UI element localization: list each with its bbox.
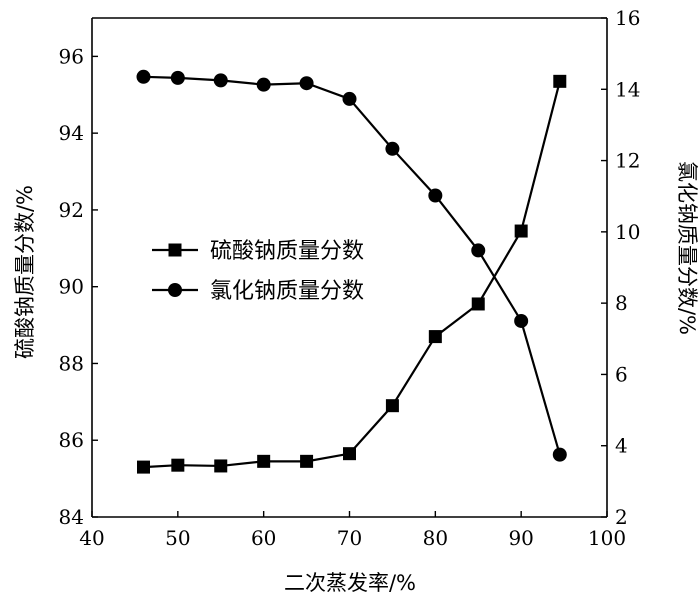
- right-y-tick-label: 16: [615, 6, 640, 30]
- legend-marker-1: [168, 243, 182, 257]
- left-y-tick-label: 88: [59, 351, 84, 375]
- x-tick-label: 100: [588, 526, 626, 550]
- legend-marker-2: [168, 283, 182, 297]
- right-y-axis-title: 氯化钠质量分数/%: [675, 161, 699, 335]
- data-point-series-2: [256, 77, 271, 92]
- data-point-series-2: [342, 91, 357, 106]
- right-y-tick-label: 12: [615, 149, 640, 173]
- series-group: [136, 69, 567, 474]
- left-y-tick-label: 84: [59, 505, 84, 529]
- data-point-series-2: [552, 447, 567, 462]
- data-point-series-2: [170, 70, 185, 85]
- x-tick-label: 80: [423, 526, 448, 550]
- data-point-series-2: [428, 188, 443, 203]
- right-y-tick-label: 4: [615, 434, 628, 458]
- legend-label-1: 硫酸钠质量分数: [210, 239, 364, 264]
- x-tick-label: 60: [251, 526, 276, 550]
- right-y-tick-label: 2: [615, 505, 628, 529]
- right-y-tick-label: 8: [615, 291, 628, 315]
- data-point-series-2: [299, 76, 314, 91]
- x-tick-label: 50: [165, 526, 190, 550]
- left-y-tick-label: 86: [59, 428, 84, 452]
- right-y-tick-label: 10: [615, 220, 640, 244]
- series-line-1: [143, 81, 561, 469]
- data-point-series-1: [553, 74, 567, 88]
- data-point-series-1: [300, 454, 314, 468]
- data-point-series-1: [171, 458, 185, 472]
- data-point-series-1: [471, 297, 485, 311]
- x-tick-label: 40: [79, 526, 104, 550]
- data-point-series-1: [343, 447, 356, 461]
- x-tick-label: 90: [508, 526, 533, 550]
- data-point-series-2: [385, 141, 400, 156]
- axes-group: 40 50 60 70 80 90 100 84 86 88 90 92 94 96 2 4 6 8 10 12 14 1…: [59, 6, 641, 550]
- right-y-tick-label: 14: [615, 77, 640, 101]
- right-y-tick-label: 6: [615, 362, 628, 386]
- left-y-tick-label: 90: [59, 275, 84, 299]
- data-point-series-2: [213, 73, 228, 88]
- data-point-series-1: [137, 460, 150, 474]
- series-line-2: [143, 75, 561, 455]
- left-y-tick-label: 96: [59, 44, 84, 68]
- left-y-tick-label: 92: [59, 198, 84, 222]
- data-point-series-2: [136, 69, 151, 84]
- x-axis-title: 二次蒸发率/%: [284, 571, 416, 595]
- data-point-series-1: [257, 454, 271, 468]
- data-point-series-2: [514, 313, 529, 328]
- data-point-series-1: [514, 224, 528, 238]
- data-point-series-1: [214, 459, 228, 473]
- data-point-series-2: [471, 243, 486, 258]
- left-y-tick-label: 94: [59, 121, 84, 145]
- data-point-series-1: [428, 330, 442, 344]
- left-y-axis-title: 硫酸钠质量分数/%: [13, 185, 37, 359]
- x-tick-label: 70: [337, 526, 362, 550]
- data-point-series-1: [385, 399, 399, 413]
- legend-label-2: 氯化钠质量分数: [210, 279, 364, 304]
